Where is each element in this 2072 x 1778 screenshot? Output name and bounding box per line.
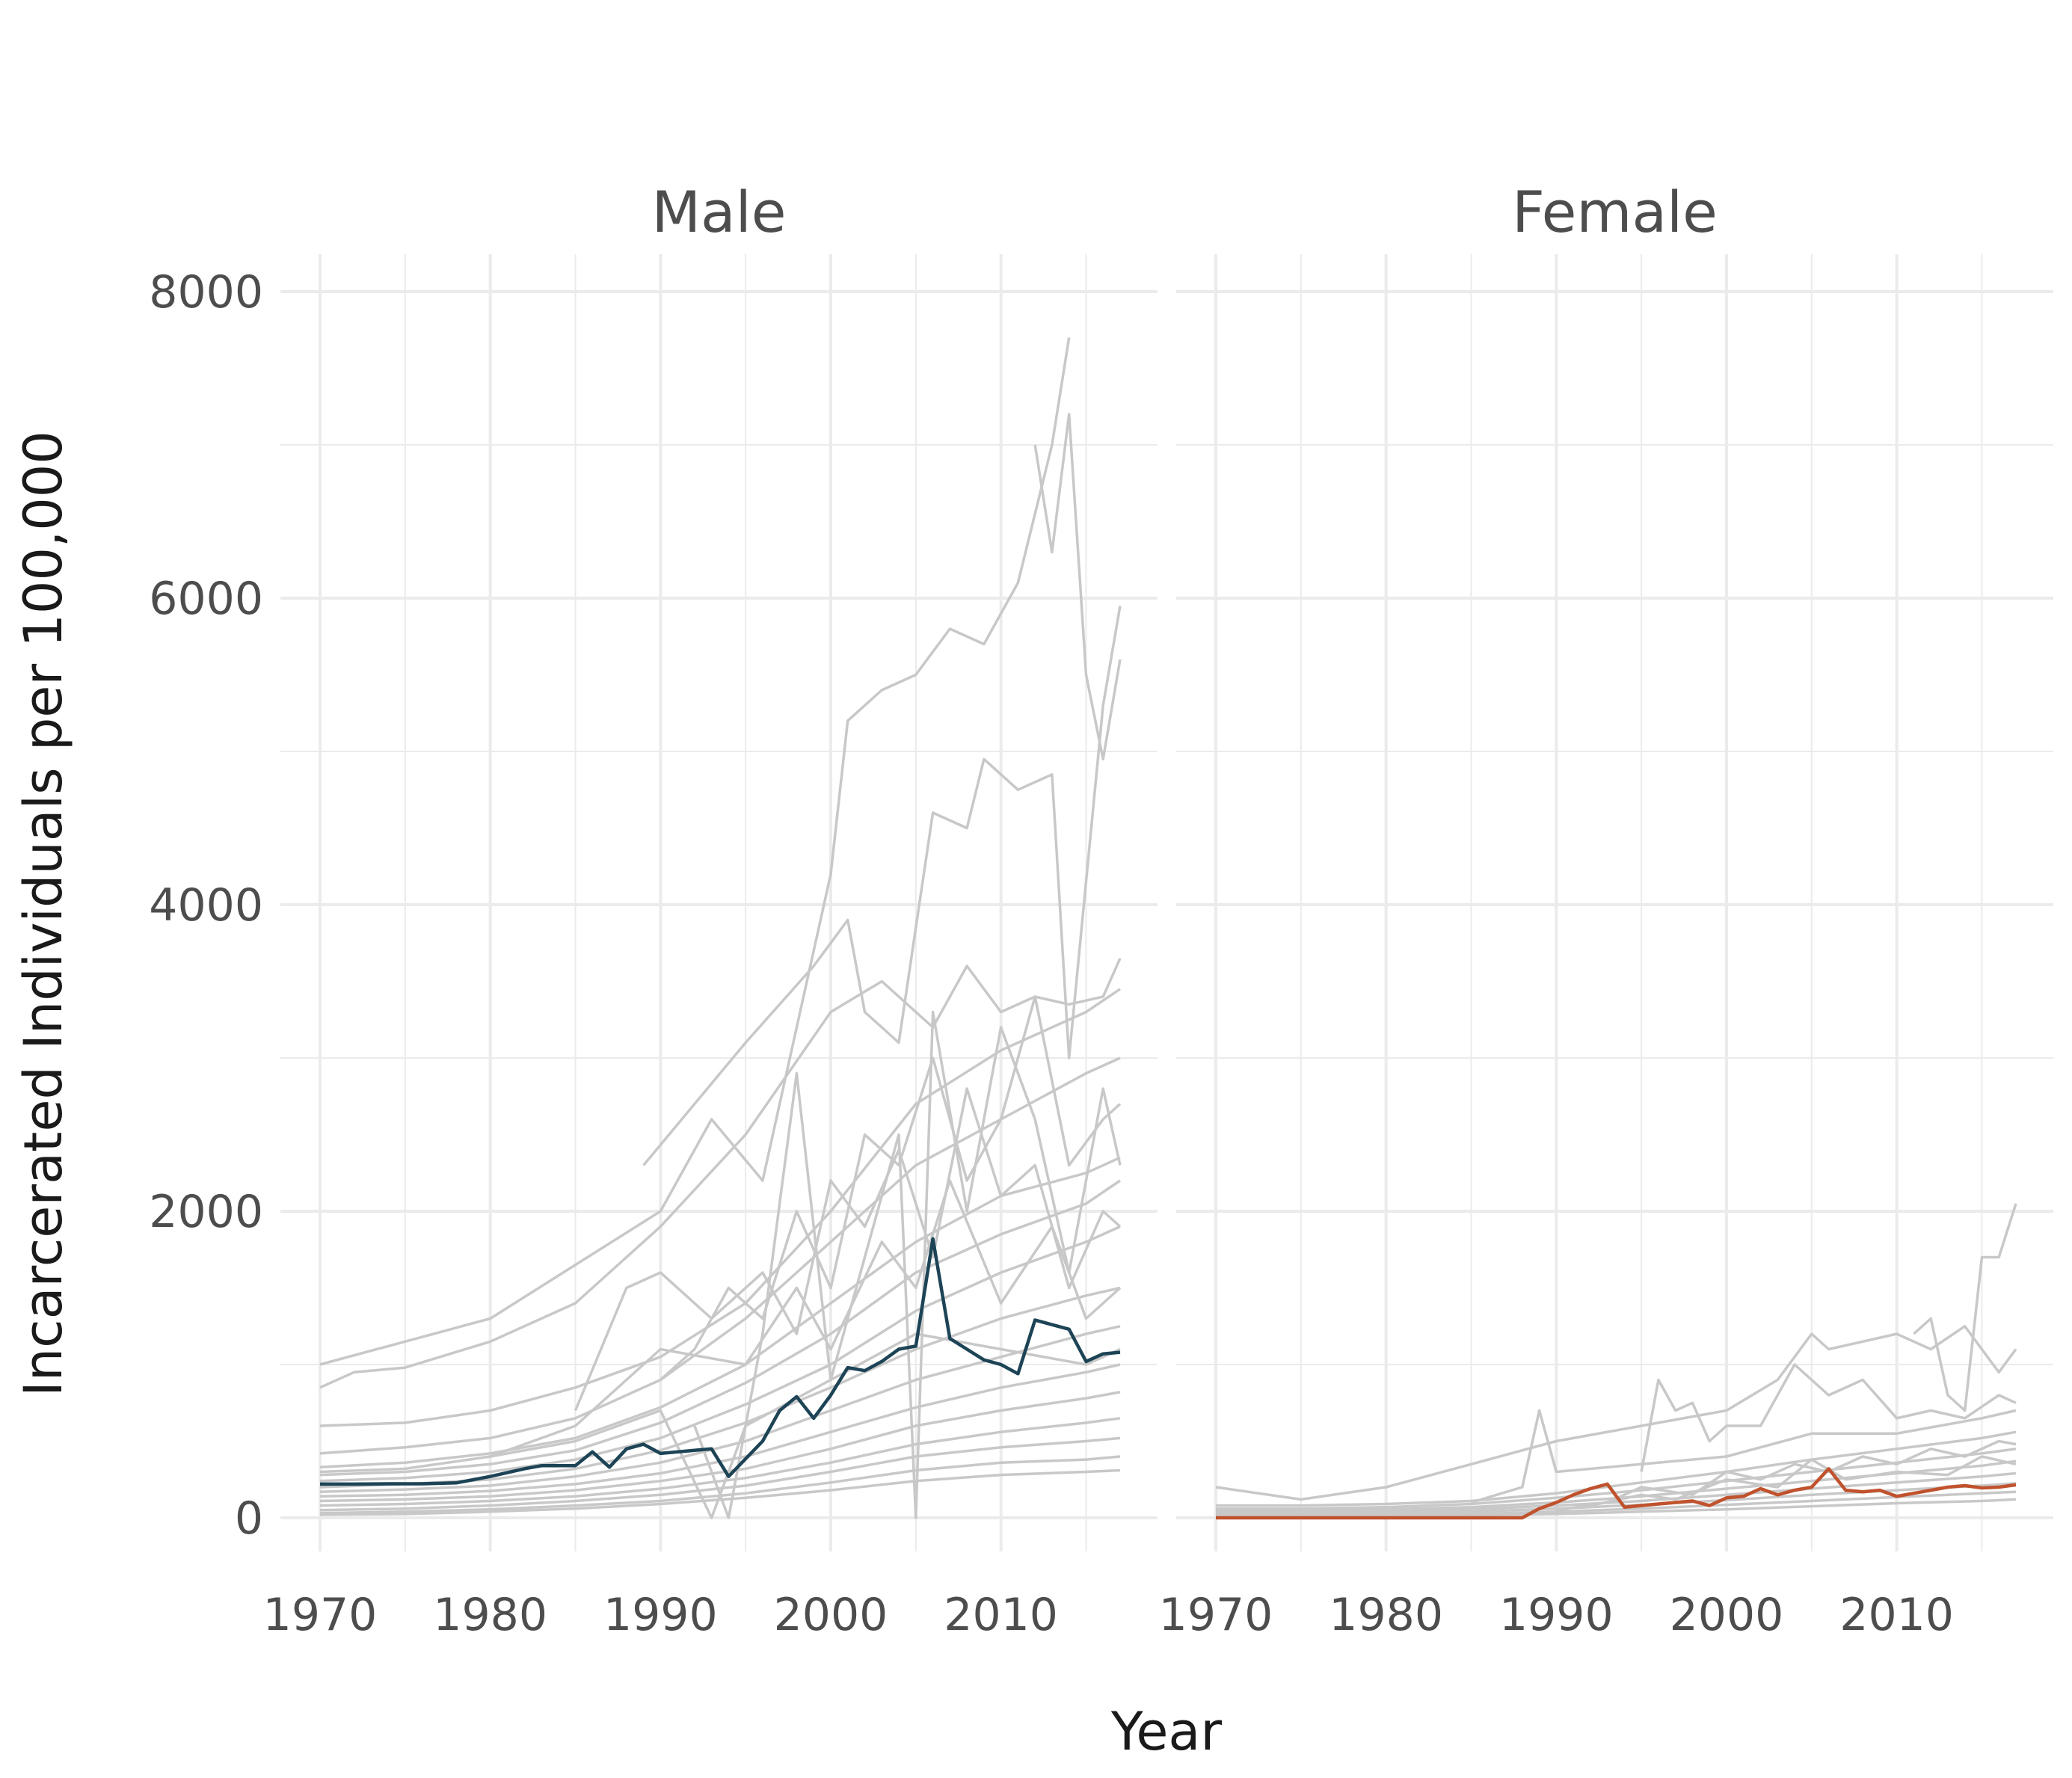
panel-male-highlight-line	[320, 1237, 1121, 1486]
background-series-line	[1216, 1459, 2017, 1513]
x-tick-label: 1990	[603, 1589, 718, 1641]
facet-title-male: Male	[651, 179, 786, 245]
panel-female-highlight-line	[1216, 1467, 2017, 1520]
background-series-line	[319, 1179, 1121, 1477]
background-series-line	[693, 1010, 1122, 1519]
y-tick-label: 4000	[149, 879, 263, 932]
background-series-line	[319, 1325, 1121, 1493]
facet-title-female: Female	[1512, 179, 1718, 245]
x-tick-label: 1990	[1499, 1589, 1614, 1641]
background-series-line	[319, 1417, 1121, 1507]
background-series-line	[660, 995, 1122, 1381]
background-series-line	[319, 1332, 1121, 1519]
panel-male-grid	[280, 254, 1158, 1551]
x-tick-label: 1980	[1329, 1589, 1443, 1641]
background-series-line	[1216, 1430, 2017, 1507]
x-tick-label: 2010	[944, 1589, 1058, 1641]
background-series-line	[319, 1468, 1121, 1516]
panel-female-grid	[1176, 254, 2053, 1551]
background-series-line	[1216, 1448, 2017, 1510]
x-tick-label: 2000	[774, 1589, 888, 1641]
background-series-line	[1590, 1455, 2017, 1507]
background-series-line	[1640, 1363, 2017, 1472]
x-tick-label: 1980	[433, 1589, 547, 1641]
background-series-line	[1215, 1471, 2017, 1515]
x-tick-label: 2000	[1670, 1589, 1784, 1641]
background-series-line	[1470, 1409, 2017, 1504]
panel-female: Female 1970 1980 1990 2000 2010	[1159, 179, 2053, 1641]
y-tick-label: 2000	[149, 1186, 263, 1238]
background-series-line	[319, 1436, 1121, 1512]
panel-female-x-ticks: 1970 1980 1990 2000 2010	[1159, 1589, 1954, 1641]
y-axis-ticks: 0 2000 4000 6000 8000	[149, 266, 263, 1545]
y-tick-label: 8000	[149, 266, 263, 319]
x-axis-title: Year	[1110, 1701, 1222, 1762]
background-series-line	[1033, 413, 1122, 761]
x-tick-label: 2010	[1839, 1589, 1954, 1641]
background-series-line	[319, 1455, 1121, 1515]
background-series-line	[319, 958, 1122, 1389]
y-tick-label: 0	[235, 1492, 263, 1545]
background-series-line	[1215, 1325, 2017, 1501]
background-series-line	[1556, 1439, 2017, 1512]
background-series-line	[319, 337, 1071, 1366]
panel-male: Male 1970 1980 1990 2000 2010	[263, 179, 1158, 1641]
highlight-series-line	[1216, 1467, 2017, 1520]
y-axis-title: Incarcerated Individuals per 100,000	[13, 431, 74, 1397]
panel-male-x-ticks: 1970 1980 1990 2000 2010	[263, 1589, 1058, 1641]
x-tick-label: 1970	[1159, 1589, 1273, 1641]
background-series-line	[642, 606, 1122, 1166]
background-series-line	[1913, 1203, 2017, 1412]
y-tick-label: 6000	[149, 573, 263, 625]
x-tick-label: 1970	[263, 1589, 378, 1641]
background-series-line	[319, 1391, 1121, 1503]
highlight-series-line	[320, 1237, 1121, 1486]
background-series-line	[490, 1179, 1122, 1458]
